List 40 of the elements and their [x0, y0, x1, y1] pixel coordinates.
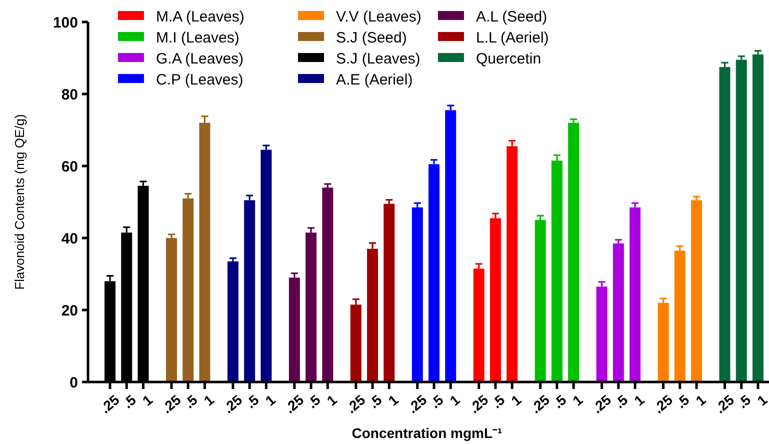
x-tick-label: 1 [570, 391, 586, 409]
x-tick-label: .5 [304, 391, 324, 412]
y-tick-label: 80 [61, 86, 78, 104]
y-tick-label: 60 [61, 158, 78, 176]
x-tick-label: .25 [158, 391, 184, 416]
x-tick-label: .5 [120, 391, 139, 412]
y-tick-label: 40 [61, 230, 78, 248]
x-tick-label: 1 [692, 391, 709, 409]
y-tick-label: 100 [52, 14, 78, 32]
legend-label: S.J (Leaves) [336, 50, 420, 68]
legend-label: G.A (Leaves) [156, 50, 244, 68]
x-axis-title: Concentration mgmL⁻¹ [352, 425, 503, 441]
x-tick-label: 1 [139, 391, 156, 409]
legend-label: A.L (Seed) [476, 8, 548, 26]
x-tick-label: 1 [508, 391, 524, 409]
x-tick-label: .5 [181, 391, 200, 412]
x-tick-label: 1 [200, 391, 218, 409]
x-tick-label: .5 [242, 391, 262, 412]
y-tick-label: 0 [70, 374, 78, 392]
x-tick-label: .25 [97, 391, 122, 416]
x-tick-label: .25 [220, 391, 246, 416]
x-tick-label: 1 [385, 391, 402, 409]
legend-label: L.L (Aeriel) [476, 29, 549, 46]
legend-label: Quercetin [476, 50, 542, 68]
y-axis-title: Flavonoid Contents (mg QE/g) [12, 114, 27, 290]
x-tick-label: 1 [754, 391, 769, 409]
x-tick-label: .25 [342, 391, 368, 416]
legend-label: A.E (Aeriel) [336, 71, 413, 88]
x-tick-label: 1 [631, 391, 648, 409]
x-tick-label: 1 [446, 391, 463, 409]
legend-label: C.P (Leaves) [156, 71, 244, 88]
legend-label: V.V (Leaves) [336, 8, 422, 26]
y-tick-label: 20 [61, 302, 78, 320]
x-tick-label: .25 [281, 391, 307, 416]
legend-label: M.I (Leaves) [156, 29, 240, 46]
legend-label: M.A (Leaves) [156, 8, 244, 26]
x-tick-label: 1 [324, 391, 340, 409]
x-tick-label: .5 [366, 391, 385, 412]
x-tick-label: 1 [262, 391, 279, 409]
legend-label: S.J (Seed) [336, 29, 407, 46]
